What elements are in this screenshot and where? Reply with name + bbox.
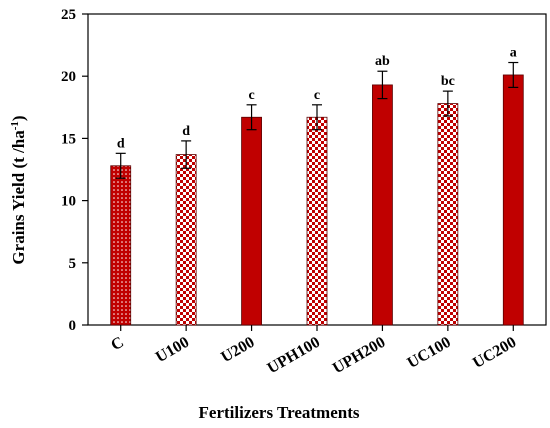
- bar-u200: [241, 116, 262, 326]
- significance-label: c: [248, 88, 254, 103]
- y-axis-title-main: Grains Yield (t /ha: [9, 130, 28, 265]
- y-axis-title-close: ): [9, 115, 28, 121]
- y-tick-label: 15: [61, 131, 76, 147]
- x-tick-label: UC200: [470, 334, 519, 372]
- significance-label: d: [117, 136, 125, 151]
- bar-uc200: [502, 74, 524, 326]
- significance-label: bc: [441, 74, 455, 89]
- bar-u100: [175, 154, 197, 326]
- x-tick-label: U100: [153, 334, 192, 367]
- x-tick-label: UC100: [405, 334, 454, 372]
- x-tick-label: U200: [218, 334, 257, 367]
- bar-uc100: [437, 103, 459, 326]
- plot-area: 0 5 10 15 20 25 d Cd U100 c U200 c UPH100 ab UPH200 bc U…: [61, 7, 547, 378]
- y-axis-title: Grains Yield (t /ha-1): [9, 115, 28, 264]
- bar-c: [110, 165, 132, 326]
- significance-label: ab: [375, 54, 390, 69]
- significance-label: a: [510, 46, 517, 61]
- bar-uph200: [372, 84, 393, 326]
- y-tick-label: 0: [69, 318, 77, 334]
- y-tick-label: 10: [61, 194, 76, 210]
- significance-label: d: [182, 124, 190, 139]
- x-tick-label: UPH200: [330, 334, 389, 378]
- x-axis-title: Fertilizers Treatments: [199, 403, 360, 422]
- x-tick-label: C: [108, 334, 127, 355]
- y-tick-label: 20: [61, 69, 76, 85]
- bar-uph100: [306, 116, 328, 326]
- y-tick-label: 25: [61, 7, 76, 23]
- y-tick-label: 5: [69, 256, 77, 272]
- y-axis-title-superscript: -1: [9, 121, 21, 130]
- x-tick-label: UPH100: [264, 334, 323, 378]
- significance-label: c: [314, 88, 320, 103]
